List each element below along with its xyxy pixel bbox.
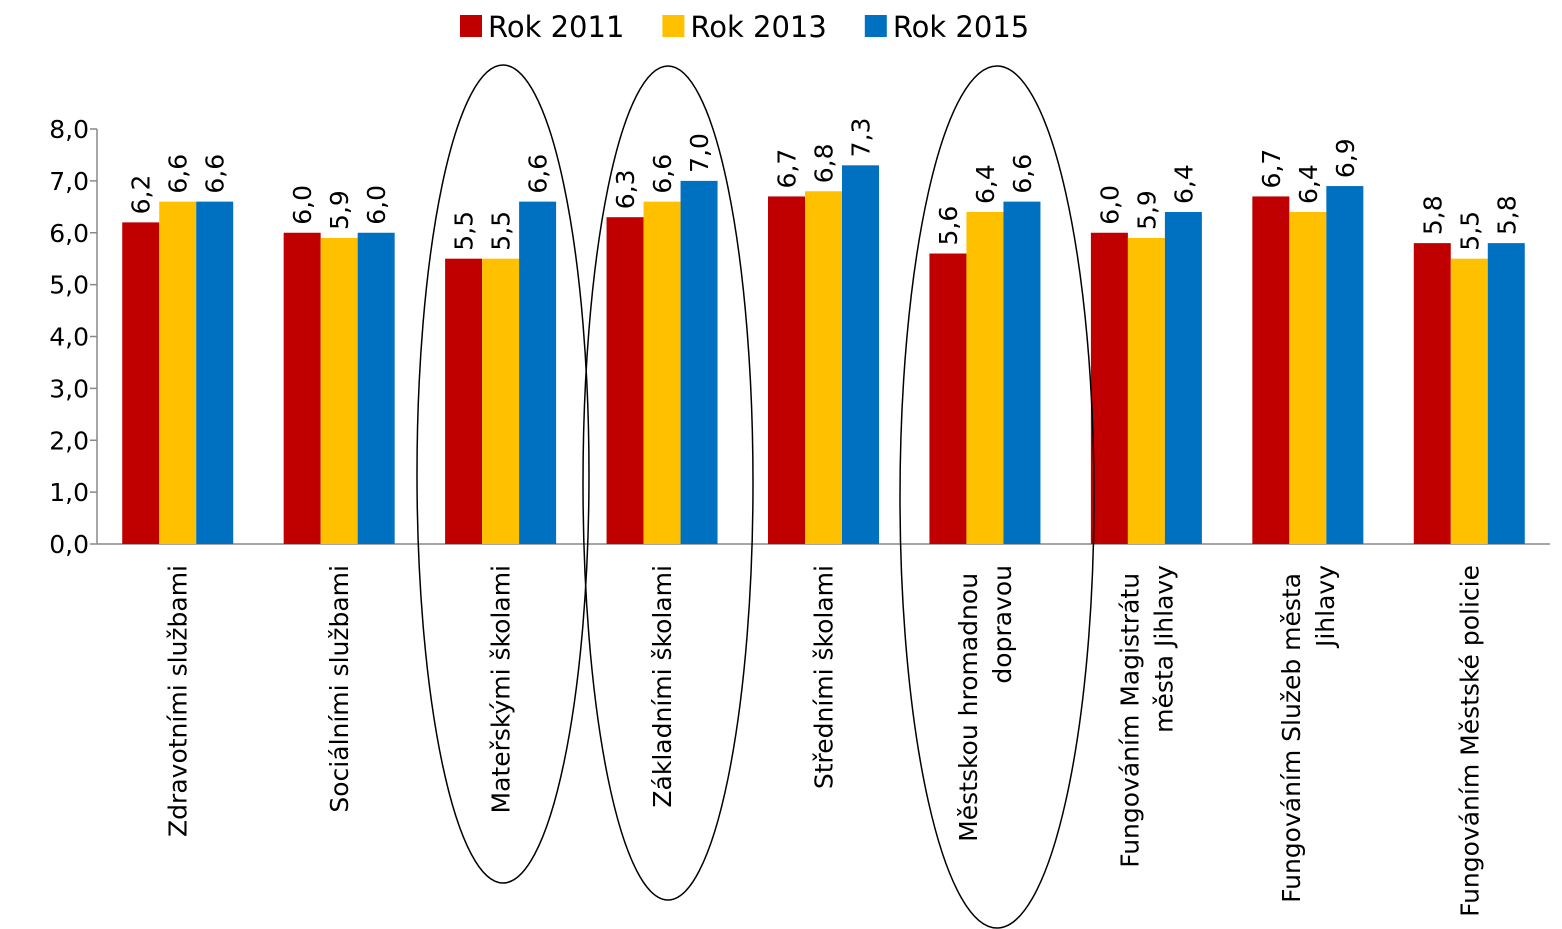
bar [1252, 196, 1290, 544]
data-label: 6,7 [773, 149, 802, 189]
x-tick-label: Fungováním Městské policie [1455, 565, 1484, 917]
bar [320, 237, 358, 544]
legend-swatch [864, 15, 887, 37]
data-label: 6,6 [1008, 154, 1037, 194]
data-label: 6,0 [1095, 185, 1124, 225]
data-label: 7,3 [847, 118, 876, 158]
data-label: 6,2 [127, 175, 156, 215]
bar [768, 196, 805, 544]
data-label: 5,5 [487, 211, 516, 251]
bar [283, 232, 321, 544]
data-label: 6,6 [648, 154, 677, 194]
x-tick-label: Fungováním Služeb města Jihlavy [1277, 565, 1340, 903]
bar [1164, 212, 1202, 544]
bar [357, 232, 395, 544]
bar [805, 191, 842, 544]
bar [680, 180, 718, 544]
x-tick-label: Základními školami [648, 565, 677, 808]
y-tick-label: 7,0 [49, 167, 89, 196]
highlight-ellipse [416, 64, 590, 884]
legend-label: Rok 2013 [690, 10, 826, 44]
y-tick-label: 4,0 [49, 323, 89, 352]
plot: 0,0 1,0 2,0 3,0 4,0 5,0 6,0 7,0 8,0 Rok 2011 Rok 2… [49, 10, 1550, 917]
data-label: 5,5 [1455, 211, 1484, 251]
x-tick-label: Sociálními službami [325, 565, 354, 813]
bar [1413, 243, 1451, 544]
data-label: 6,6 [164, 154, 193, 194]
bar [196, 201, 234, 544]
bar [1090, 232, 1128, 544]
bar [482, 258, 520, 544]
legend-label: Rok 2015 [893, 10, 1029, 44]
legend-swatch [662, 15, 685, 37]
data-label: 6,4 [1294, 164, 1323, 204]
data-label: 5,6 [934, 206, 963, 246]
y-tick-label: 2,0 [49, 426, 89, 455]
bar [159, 201, 197, 544]
bar [519, 201, 557, 544]
y-tick-label: 8,0 [49, 115, 89, 144]
data-label: 6,7 [1257, 149, 1286, 189]
data-label: 5,8 [1492, 195, 1521, 235]
data-label: 5,9 [325, 190, 354, 230]
bar [929, 253, 967, 544]
y-tick-label: 1,0 [49, 478, 89, 507]
y-tick-label: 6,0 [49, 219, 89, 248]
bar [966, 212, 1004, 544]
data-label: 6,6 [201, 154, 230, 194]
data-label: 6,0 [362, 185, 391, 225]
x-tick-label: Fungováním Magistrátu města Jihlavy [1115, 565, 1178, 868]
bar [1289, 212, 1327, 544]
data-label: 6,3 [611, 169, 640, 209]
data-label: 6,8 [810, 143, 839, 183]
data-label: 6,0 [288, 185, 317, 225]
bar [842, 165, 879, 544]
bar [1326, 186, 1364, 544]
data-label: 6,9 [1331, 138, 1360, 178]
bar [1487, 243, 1525, 544]
highlight-ellipse [582, 65, 754, 901]
data-label: 6,6 [524, 154, 553, 194]
legend-swatch [460, 15, 482, 37]
data-label: 5,8 [1418, 195, 1447, 235]
data-label: 5,5 [450, 211, 479, 251]
bar [1127, 237, 1165, 544]
x-tick-label: Zdravotními službami [164, 565, 193, 837]
bar [445, 258, 483, 544]
data-label: 6,4 [1169, 164, 1198, 204]
y-tick-label: 0,0 [49, 530, 89, 559]
y-tick-label: 5,0 [49, 271, 89, 300]
bar [643, 201, 681, 544]
data-label: 6,4 [971, 164, 1000, 204]
bar [122, 222, 160, 544]
bar [606, 217, 644, 544]
highlight-ellipse [899, 65, 1095, 929]
bar [1450, 258, 1488, 544]
bar [1003, 201, 1041, 544]
x-tick-label: Mateřskými školami [487, 565, 516, 813]
data-label: 7,0 [685, 133, 714, 173]
data-label: 5,9 [1132, 190, 1161, 230]
x-tick-label: Městskou hromadnou dopravou [954, 565, 1017, 842]
legend-label: Rok 2011 [488, 10, 624, 44]
y-tick-label: 3,0 [49, 374, 89, 403]
x-tick-label: Středními školami [810, 565, 839, 789]
